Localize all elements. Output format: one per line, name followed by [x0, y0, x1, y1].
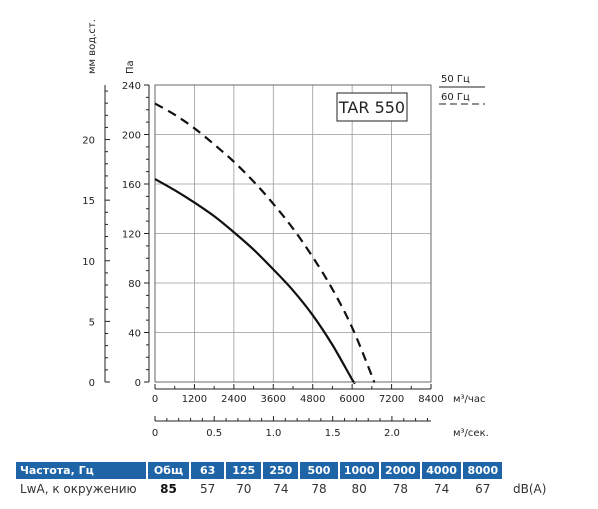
value-cell: 57 — [200, 482, 216, 496]
legend: 50 Гц 60 Гц — [439, 74, 485, 105]
y-tick-label: 240 — [122, 81, 141, 92]
model-label: TAR 550 — [338, 98, 405, 117]
x-tick-label: 0 — [152, 394, 158, 405]
y2-tick-label: 20 — [82, 136, 95, 147]
value-cell: 74 — [273, 482, 289, 496]
header-spacer — [503, 462, 556, 479]
x2-tick-label: 0.5 — [206, 428, 222, 439]
x-tick-label: 2400 — [221, 394, 246, 405]
header-cell: 63 — [190, 462, 227, 479]
model-label-box — [336, 92, 408, 122]
x2-tick-label: 1.0 — [266, 428, 282, 439]
value-cell: 78 — [392, 482, 408, 496]
value-cell: 70 — [236, 482, 252, 496]
header-cell: 500 — [299, 462, 340, 479]
value-cell: 78 — [311, 482, 327, 496]
header-cell: 125 — [225, 462, 264, 479]
y-tick-label: 200 — [122, 131, 141, 142]
x-tick-label: 6000 — [339, 394, 364, 405]
sound-table-row: LwA, к окружению 85 57 70 74 78 80 78 74… — [16, 479, 556, 499]
x2-tick-label: 1.5 — [325, 428, 341, 439]
x2-tick-label: 2.0 — [384, 428, 400, 439]
y-unit-label: Па — [125, 60, 136, 74]
x-tick-label: 4800 — [300, 394, 325, 405]
x2-tick-label: 0 — [152, 428, 158, 439]
x-tick-label: 8400 — [418, 394, 443, 405]
sound-table: Частота, Гц Общ 63 125 250 500 1000 2000… — [16, 462, 556, 499]
header-cell: Общ — [146, 462, 192, 479]
plot-frame — [154, 84, 432, 383]
value-cell-total: 85 — [160, 482, 177, 496]
unit-cell: dB(A) — [512, 482, 547, 496]
chart-curves — [154, 102, 376, 385]
y-tick-label: 80 — [128, 279, 141, 290]
x-tick-label: 3600 — [261, 394, 286, 405]
header-cell: 8000 — [462, 462, 505, 479]
header-cell: 1000 — [338, 462, 381, 479]
curve-50hz — [154, 178, 356, 385]
x-tick-label: 1200 — [182, 394, 207, 405]
value-cell: 74 — [433, 482, 450, 496]
chart-axes — [104, 84, 432, 422]
curve-60hz — [154, 102, 376, 384]
y2-tick-label: 10 — [82, 257, 95, 268]
sound-table-header: Частота, Гц Общ 63 125 250 500 1000 2000… — [16, 462, 556, 479]
header-label: Частота, Гц — [16, 462, 148, 479]
value-cell: 67 — [475, 482, 491, 496]
header-cell: 250 — [262, 462, 301, 479]
row-label: LwA, к окружению — [20, 482, 137, 496]
header-cell: 4000 — [420, 462, 464, 479]
y2-tick-label: 5 — [89, 317, 95, 328]
header-cell: 2000 — [379, 462, 422, 479]
x-unit-label: м³/час — [453, 394, 485, 405]
y2-unit-label: мм вод.ст. — [87, 19, 98, 74]
legend-label-50hz: 50 Гц — [441, 74, 470, 85]
x-tick-label: 7200 — [379, 394, 404, 405]
y-tick-label: 0 — [135, 378, 141, 389]
y2-tick-label: 0 — [89, 378, 95, 389]
chart-grid — [154, 84, 432, 383]
y-tick-label: 120 — [122, 230, 141, 241]
y-tick-label: 40 — [128, 329, 141, 340]
x2-unit-label: м³/сек. — [453, 428, 489, 439]
legend-label-60hz: 60 Гц — [441, 92, 470, 103]
value-cell: 80 — [351, 482, 367, 496]
y-tick-label: 160 — [122, 180, 141, 191]
y2-tick-label: 15 — [82, 196, 95, 207]
